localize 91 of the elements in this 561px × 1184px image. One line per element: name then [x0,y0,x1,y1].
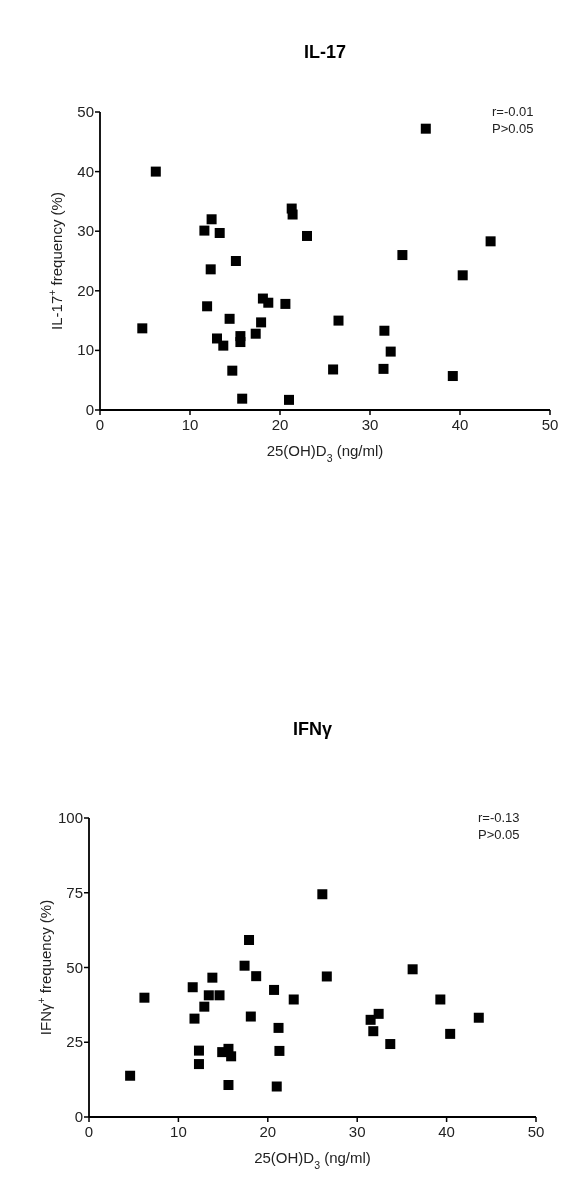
point [445,1028,456,1039]
point [245,1011,256,1022]
chart-title: IL-17 [303,42,347,62]
x-tick-label: 40 [451,416,469,433]
point [373,1008,384,1019]
point [150,166,161,177]
x-tick-label: 20 [259,1123,277,1140]
point [321,971,332,982]
annotation: r=-0.13 [478,810,520,825]
point [284,394,294,405]
point [378,363,389,374]
y-tick-label: 50 [77,103,94,120]
point [214,227,225,238]
point [189,1013,200,1024]
annotation: P>0.05 [478,827,520,842]
point [212,333,222,344]
x-tick-label: 50 [541,416,559,433]
point [230,256,241,266]
x-axis-title: 25(OH)D$_{3}$ (ng/ml) [254,1149,371,1171]
y-tick-label: 30 [77,222,94,240]
point [420,123,431,134]
point [397,250,408,261]
point [235,337,246,348]
point [223,1080,234,1091]
point [447,371,458,382]
point [287,209,298,220]
point [214,990,225,1001]
point [365,1014,376,1025]
y-tick-label: 20 [77,281,94,299]
annotation: P>0.05 [492,121,534,136]
point [368,1026,379,1037]
point [250,328,261,339]
x-tick-label: 50 [527,1123,545,1140]
point [288,994,299,1005]
point [407,964,418,975]
point [457,270,468,281]
point [205,264,216,275]
point [271,1081,282,1092]
point [227,365,238,376]
point [218,340,229,351]
point [269,984,280,995]
point [202,301,213,312]
point [199,1001,210,1012]
x-tick-label: 10 [181,416,199,433]
x-tick-label: 30 [361,416,379,433]
point [139,992,150,1003]
point [385,1039,396,1050]
x-tick-label: 10 [170,1123,187,1140]
y-tick-label: 50 [66,958,83,976]
y-tick-label: 25 [66,1033,83,1051]
x-tick-label: 20 [271,416,289,433]
point [280,298,291,309]
point [485,236,496,247]
x-tick-label: 30 [348,1123,366,1140]
x-tick-label: 40 [438,1123,455,1140]
point [256,317,267,328]
y-tick-label: 0 [74,1108,83,1125]
point [193,1045,204,1056]
x-axis-title: 25(OH)D$_{3}$ (ng/ml) [266,442,384,464]
y-tick-label: 10 [77,341,94,359]
y-tick-label: 0 [85,401,94,418]
point [207,972,218,983]
point [317,889,328,900]
point [379,325,390,336]
point [385,346,396,357]
point [193,1059,204,1070]
point [199,225,210,236]
y-tick-label: 75 [66,883,83,901]
point [244,934,255,945]
annotation: r=-0.01 [492,104,534,119]
point [125,1070,136,1081]
point [203,990,214,1001]
point [435,994,446,1005]
y-tick-label: 40 [77,162,94,180]
point [251,971,262,982]
point [333,315,344,326]
point [273,1022,284,1033]
point [137,323,148,334]
point [187,982,198,993]
x-tick-label: 0 [95,416,105,433]
point [328,364,339,375]
chart-title: IFNγ [292,719,333,739]
point [239,960,250,971]
point [224,313,235,324]
point [237,393,248,404]
point [263,297,274,308]
y-tick-label: 100 [57,809,83,826]
point [302,230,312,241]
point [473,1012,484,1023]
point [206,214,217,225]
point [274,1045,285,1056]
